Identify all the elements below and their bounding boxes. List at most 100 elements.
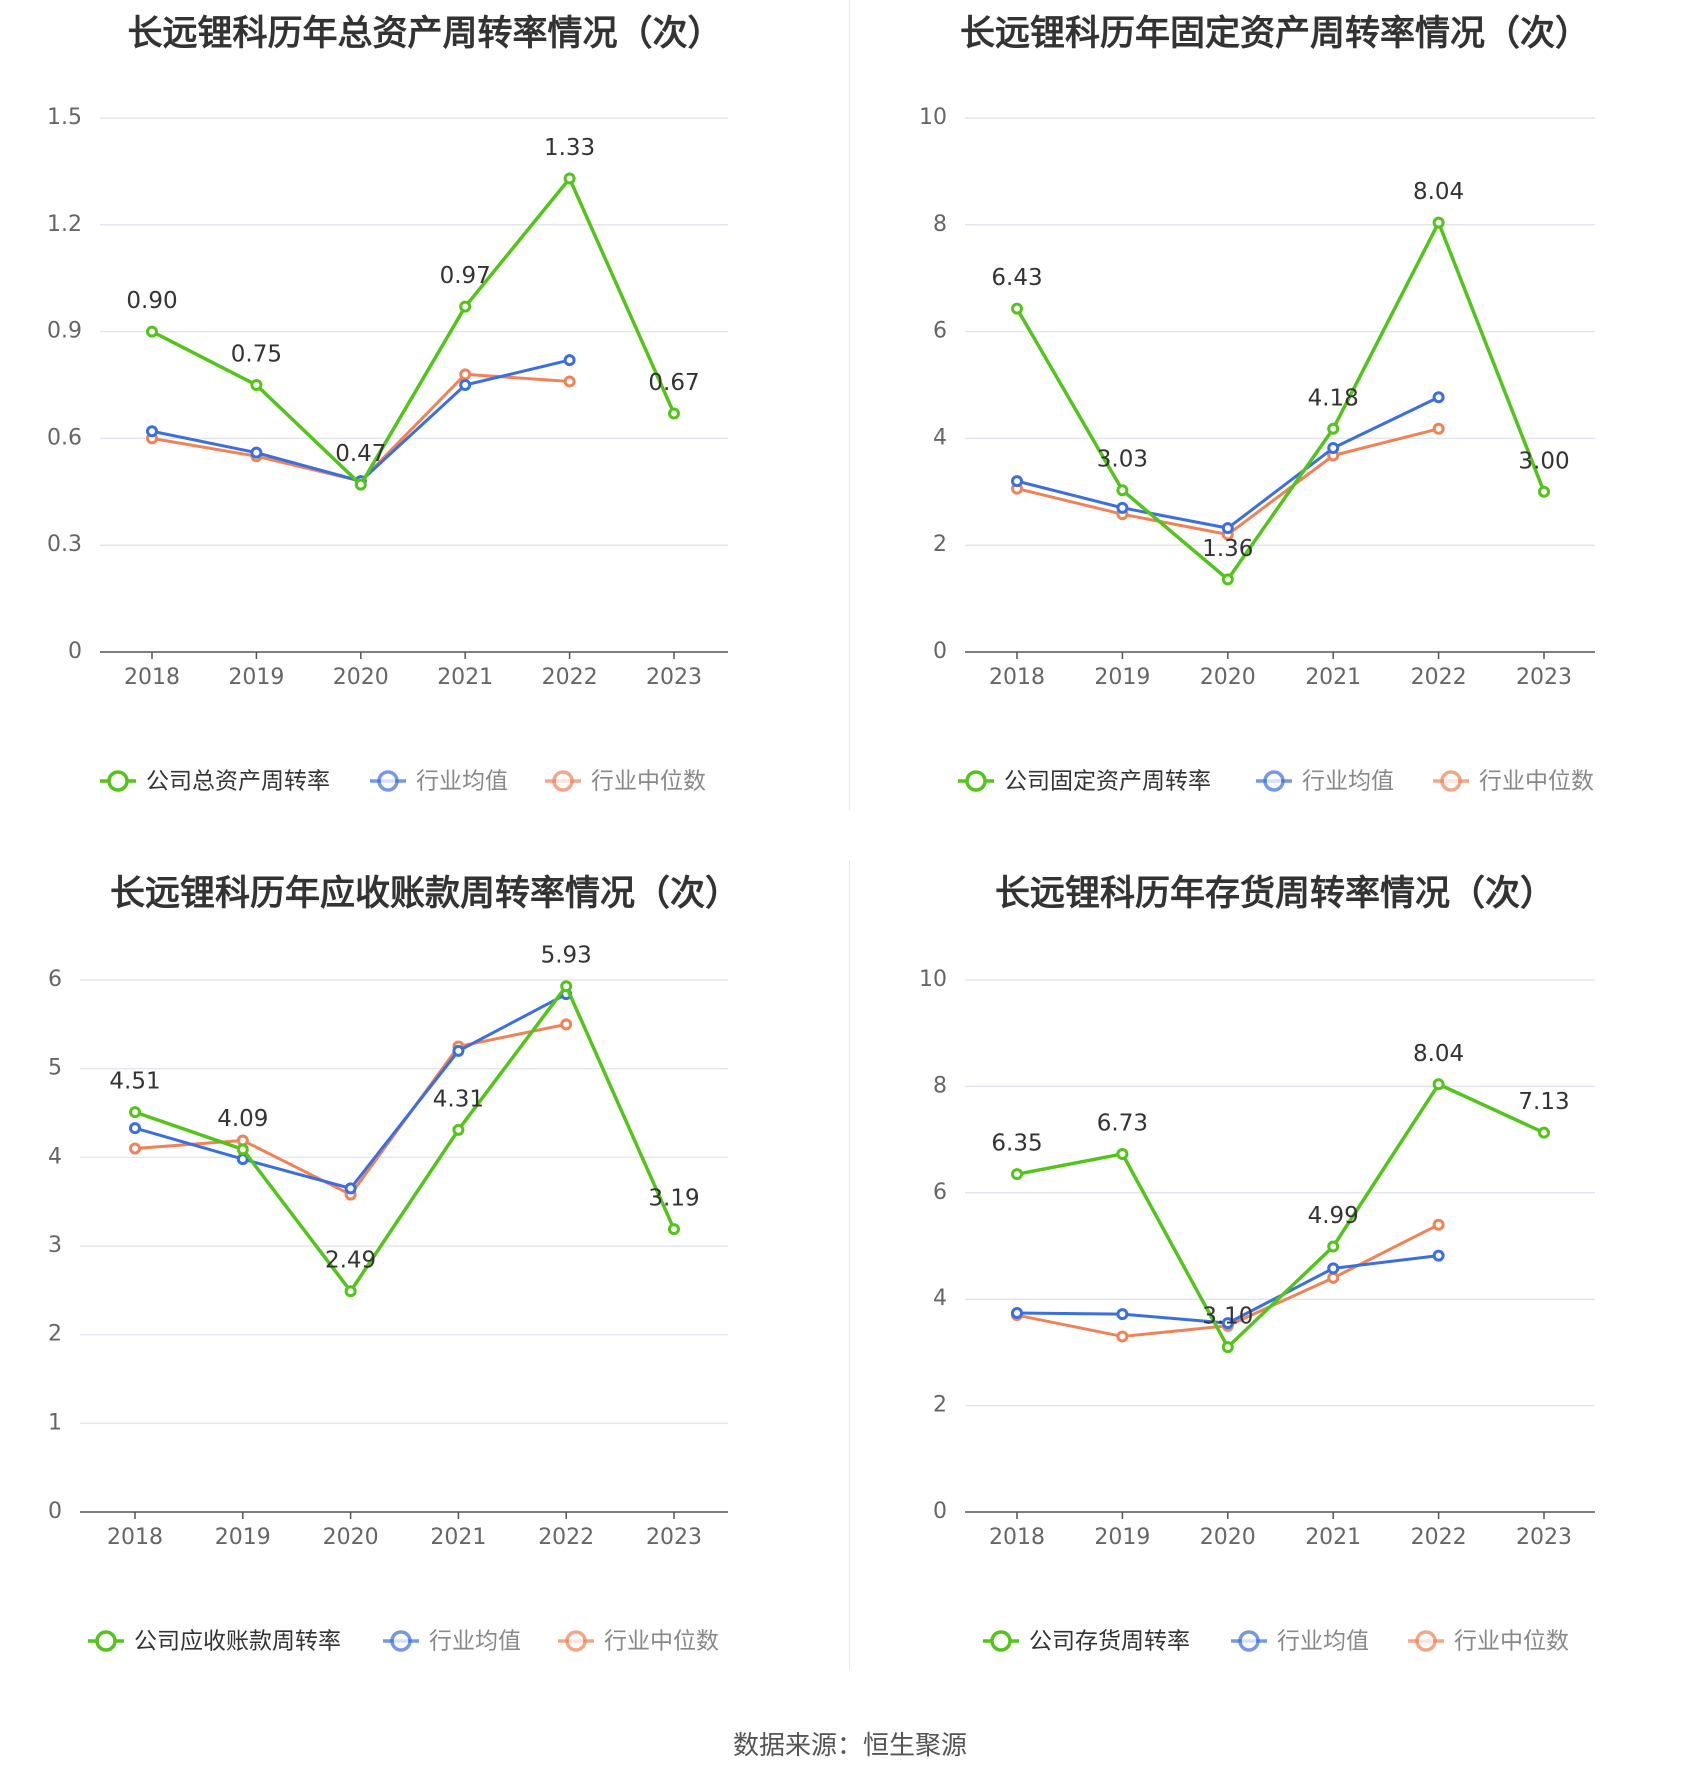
data-point-company[interactable]: [668, 1223, 680, 1236]
data-point-avg[interactable]: [250, 446, 263, 459]
data-point-avg[interactable]: [1116, 501, 1129, 514]
y-tick-label: 10: [919, 105, 947, 130]
x-tick-label: 2022: [542, 665, 598, 690]
data-label: 4.51: [109, 1069, 160, 1095]
x-tick-label: 2023: [1516, 665, 1572, 690]
data-point-avg[interactable]: [1221, 1317, 1234, 1330]
chart-total-asset-turnover: 长远锂科历年总资产周转率情况（次） 0 0.3 0.6 0.9 1.2 1.5 2018 201…: [0, 0, 850, 860]
data-label: 6.35: [991, 1131, 1042, 1157]
data-label: 3.03: [1097, 447, 1148, 473]
y-tick-label: 3: [48, 1233, 62, 1258]
chart-receivables-turnover: 长远锂科历年应收账款周转率情况（次） 0 1 2 3 4 5 6 2018 2019 2020 202…: [0, 860, 850, 1720]
data-point-company[interactable]: [459, 300, 472, 313]
data-point-avg[interactable]: [1011, 1307, 1023, 1320]
data-point-avg[interactable]: [344, 1182, 357, 1195]
y-tick-label: 0.3: [47, 532, 82, 557]
data-point-avg[interactable]: [459, 379, 472, 391]
data-point-company[interactable]: [1116, 1147, 1129, 1160]
data-point-company[interactable]: [1327, 1240, 1340, 1253]
legend-item-avg[interactable]: 行业均值: [1231, 1629, 1369, 1655]
data-point-avg[interactable]: [1221, 522, 1234, 535]
data-point-company[interactable]: [1011, 1168, 1023, 1181]
y-tick-label: 1: [48, 1410, 62, 1435]
data-point-median[interactable]: [1432, 1218, 1445, 1231]
y-tick-label: 4: [48, 1144, 62, 1169]
data-point-avg[interactable]: [129, 1122, 141, 1135]
data-point-avg[interactable]: [1116, 1308, 1129, 1321]
x-tick-label: 2018: [989, 1525, 1045, 1550]
data-point-avg[interactable]: [563, 354, 576, 367]
data-point-avg[interactable]: [146, 425, 158, 438]
data-point-avg[interactable]: [1432, 391, 1445, 404]
y-tick-label: 8: [933, 212, 947, 237]
data-point-company[interactable]: [1221, 1341, 1234, 1354]
data-point-avg[interactable]: [452, 1044, 465, 1057]
legend-item-company[interactable]: 公司应收账款周转率: [88, 1629, 341, 1655]
data-point-avg[interactable]: [1327, 1262, 1340, 1275]
x-tick-label: 2022: [538, 1525, 594, 1550]
data-point-median[interactable]: [1327, 1271, 1340, 1284]
legend-item-median[interactable]: 行业中位数: [1433, 769, 1594, 795]
x-tick-label: 2019: [1094, 665, 1150, 690]
legend-item-company[interactable]: 公司总资产周转率: [100, 769, 330, 795]
data-source-note: 数据来源：恒生聚源: [732, 1731, 967, 1761]
legend-item-median[interactable]: 行业中位数: [558, 1629, 719, 1655]
data-point-company[interactable]: [236, 1143, 249, 1156]
data-point-company[interactable]: [563, 172, 576, 185]
data-label: 7.13: [1518, 1089, 1569, 1115]
legend-item-avg[interactable]: 行业均值: [383, 1629, 521, 1655]
data-point-company[interactable]: [129, 1106, 141, 1119]
data-label: 3.00: [1518, 448, 1569, 474]
data-point-company[interactable]: [1221, 573, 1234, 586]
y-tick-label: 0.6: [47, 425, 82, 450]
chart-svg: 长远锂科历年固定资产周转率情况（次） 0 2 4 6 8 10 2018 2019 2020 202…: [919, 14, 1595, 795]
data-point-median[interactable]: [560, 1018, 573, 1031]
legend-item-median[interactable]: 行业中位数: [545, 769, 706, 795]
legend-item-company[interactable]: 公司存货周转率: [983, 1629, 1190, 1655]
data-point-avg[interactable]: [1011, 475, 1023, 488]
data-point-company[interactable]: [1538, 485, 1550, 498]
y-tick-label: 8: [933, 1073, 947, 1098]
data-label: 4.09: [217, 1106, 268, 1132]
chart-title: 长远锂科历年存货周转率情况（次）: [995, 874, 1555, 914]
panel-divider-bottom: [849, 860, 850, 1670]
data-label: 0.75: [231, 342, 282, 368]
legend-item-avg[interactable]: 行业均值: [370, 769, 508, 795]
data-point-company[interactable]: [1432, 1078, 1445, 1091]
data-point-median[interactable]: [459, 368, 472, 381]
y-tick-label: 2: [933, 1393, 947, 1418]
data-point-avg[interactable]: [1432, 1249, 1445, 1262]
data-point-company[interactable]: [250, 379, 263, 391]
data-point-company[interactable]: [1432, 216, 1445, 229]
x-tick-label: 2023: [646, 1525, 702, 1550]
legend-marker-icon: [390, 1630, 412, 1652]
legend-marker-icon: [1238, 1630, 1260, 1652]
legend-item-company[interactable]: 公司固定资产周转率: [958, 769, 1211, 795]
legend-label: 行业均值: [1277, 1629, 1369, 1655]
data-point-company[interactable]: [668, 407, 680, 420]
data-point-company[interactable]: [560, 980, 573, 993]
y-tick-label: 2: [933, 532, 947, 557]
legend-marker-icon: [377, 770, 399, 792]
data-point-company[interactable]: [1116, 484, 1129, 497]
series-line-avg: [134, 992, 567, 1190]
data-point-company[interactable]: [1327, 422, 1340, 435]
data-point-median[interactable]: [1116, 1330, 1129, 1343]
data-point-company[interactable]: [354, 478, 367, 491]
data-point-company[interactable]: [344, 1285, 357, 1298]
data-point-company[interactable]: [146, 325, 158, 338]
data-point-company[interactable]: [1011, 302, 1023, 315]
legend-label: 公司应收账款周转率: [134, 1629, 341, 1655]
data-point-company[interactable]: [1538, 1126, 1550, 1139]
legend-item-median[interactable]: 行业中位数: [1408, 1629, 1569, 1655]
data-point-avg[interactable]: [1327, 442, 1340, 455]
legend-marker-icon: [1415, 1630, 1437, 1652]
data-label: 8.04: [1413, 1041, 1464, 1067]
legend-item-avg[interactable]: 行业均值: [1256, 769, 1394, 795]
y-tick-label: 0: [48, 1499, 62, 1524]
data-point-company[interactable]: [452, 1123, 465, 1136]
data-point-median[interactable]: [563, 375, 576, 388]
data-point-median[interactable]: [1432, 422, 1445, 435]
data-point-median[interactable]: [129, 1142, 141, 1155]
legend-label: 行业均值: [429, 1629, 521, 1655]
